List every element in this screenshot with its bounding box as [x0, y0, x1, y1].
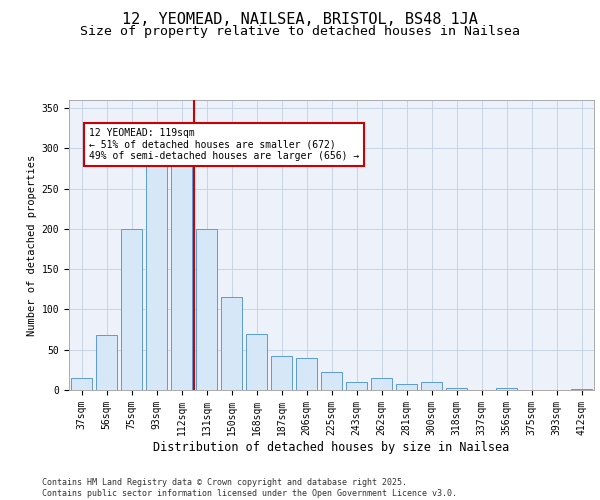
Bar — [171, 164, 192, 390]
Bar — [296, 358, 317, 390]
Text: 12 YEOMEAD: 119sqm
← 51% of detached houses are smaller (672)
49% of semi-detach: 12 YEOMEAD: 119sqm ← 51% of detached hou… — [89, 128, 359, 162]
Bar — [196, 229, 217, 390]
Bar — [246, 334, 267, 390]
Bar — [271, 356, 292, 390]
Text: Size of property relative to detached houses in Nailsea: Size of property relative to detached ho… — [80, 25, 520, 38]
Text: 12, YEOMEAD, NAILSEA, BRISTOL, BS48 1JA: 12, YEOMEAD, NAILSEA, BRISTOL, BS48 1JA — [122, 12, 478, 28]
Bar — [146, 160, 167, 390]
Bar — [396, 384, 417, 390]
Bar — [71, 378, 92, 390]
Bar — [571, 389, 592, 390]
Bar — [221, 298, 242, 390]
Bar — [96, 335, 117, 390]
Bar — [346, 382, 367, 390]
Bar — [121, 229, 142, 390]
Text: Contains HM Land Registry data © Crown copyright and database right 2025.
Contai: Contains HM Land Registry data © Crown c… — [42, 478, 457, 498]
Y-axis label: Number of detached properties: Number of detached properties — [28, 154, 37, 336]
Bar — [371, 378, 392, 390]
Bar — [421, 382, 442, 390]
X-axis label: Distribution of detached houses by size in Nailsea: Distribution of detached houses by size … — [154, 440, 509, 454]
Bar — [321, 372, 342, 390]
Bar — [496, 388, 517, 390]
Bar — [446, 388, 467, 390]
